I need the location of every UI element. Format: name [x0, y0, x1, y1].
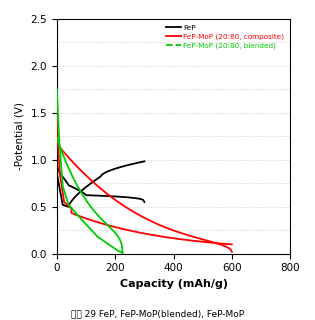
- Y-axis label: -Potential (V): -Potential (V): [15, 102, 25, 170]
- X-axis label: Capacity (mAh/g): Capacity (mAh/g): [120, 279, 227, 289]
- Text: 그림 29 FeP, FeP-MoP(blended), FeP-MoP: 그림 29 FeP, FeP-MoP(blended), FeP-MoP: [71, 310, 244, 319]
- Legend: FeP, FeP-MoP (20:80, composite), FeP-MoP (20:80, blended): FeP, FeP-MoP (20:80, composite), FeP-MoP…: [164, 23, 287, 51]
